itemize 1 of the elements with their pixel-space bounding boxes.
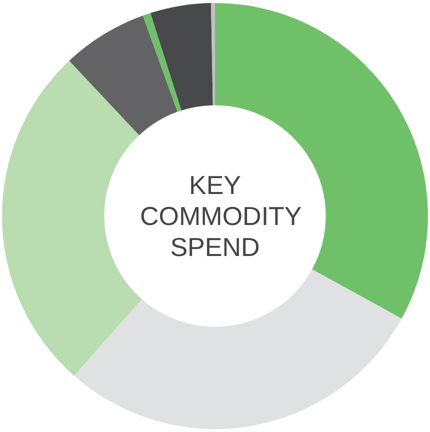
text: KEY COMMODITY SPEND (140, 170, 302, 262)
